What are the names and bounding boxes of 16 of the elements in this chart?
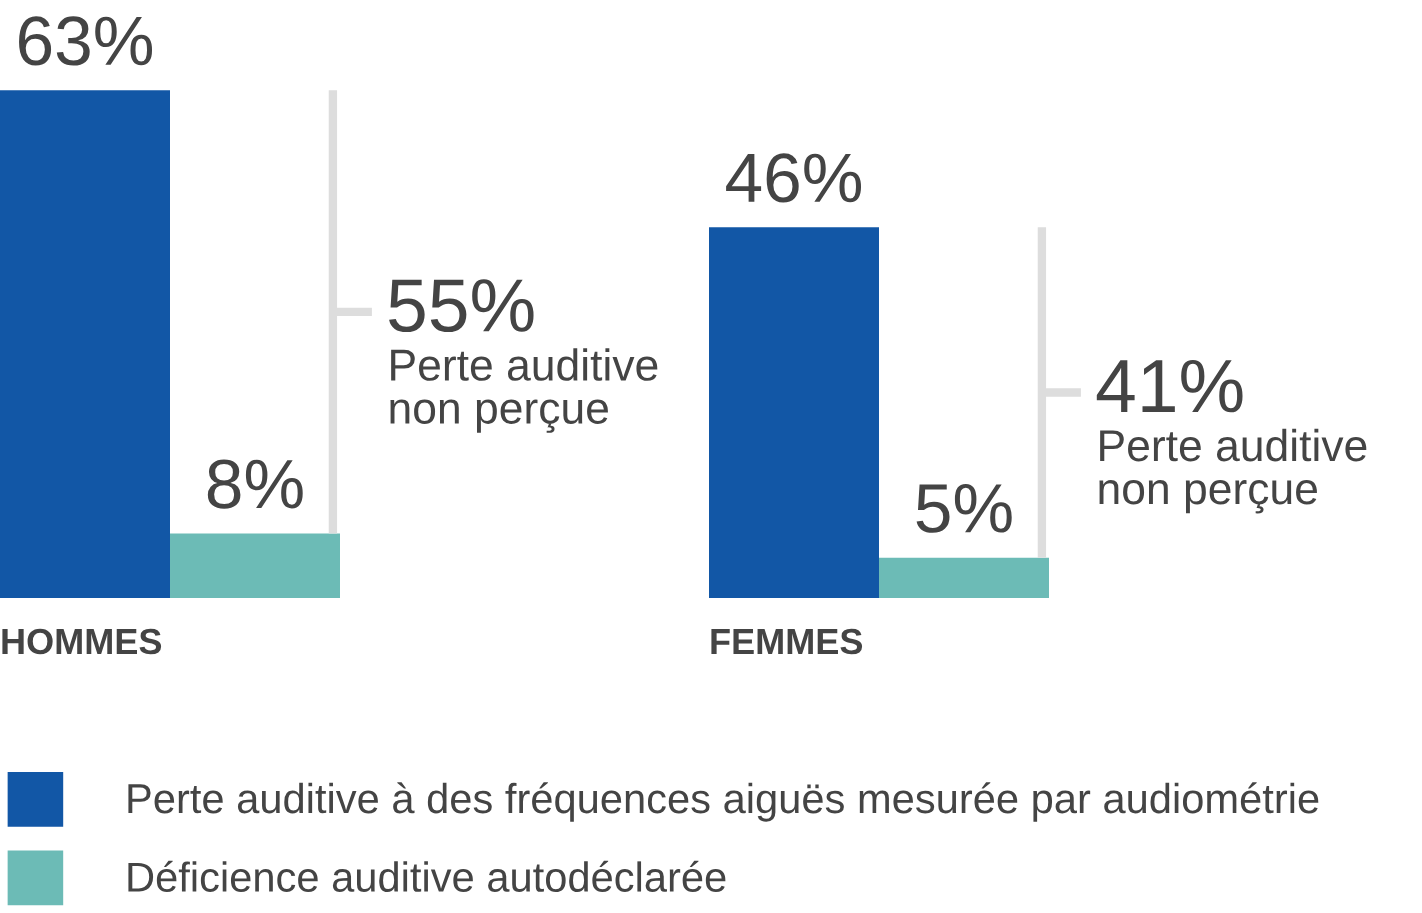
bar: [170, 533, 340, 598]
annotation: Perte auditive non perçue: [390, 348, 658, 433]
annotation: Perte auditive non perçue: [1099, 428, 1367, 514]
bar: [879, 557, 1049, 598]
data-label: 5%: [916, 484, 1012, 533]
bar: [0, 90, 170, 598]
legend-label: Déficience auditive autodéclarée: [128, 860, 726, 892]
x-tick-label: FEMMES: [711, 628, 863, 655]
data-label: 46%: [726, 153, 862, 203]
legend-label: Perte auditive à des fréquences aiguës mesurée par audiométrie: [128, 782, 1319, 822]
annotation: 41%: [1096, 359, 1243, 413]
data-label: 63%: [19, 16, 153, 66]
bar: [709, 227, 879, 598]
x-tick-label: HOMMES: [2, 628, 162, 655]
annotation: 55%: [389, 279, 534, 333]
data-label: 8%: [207, 459, 303, 509]
